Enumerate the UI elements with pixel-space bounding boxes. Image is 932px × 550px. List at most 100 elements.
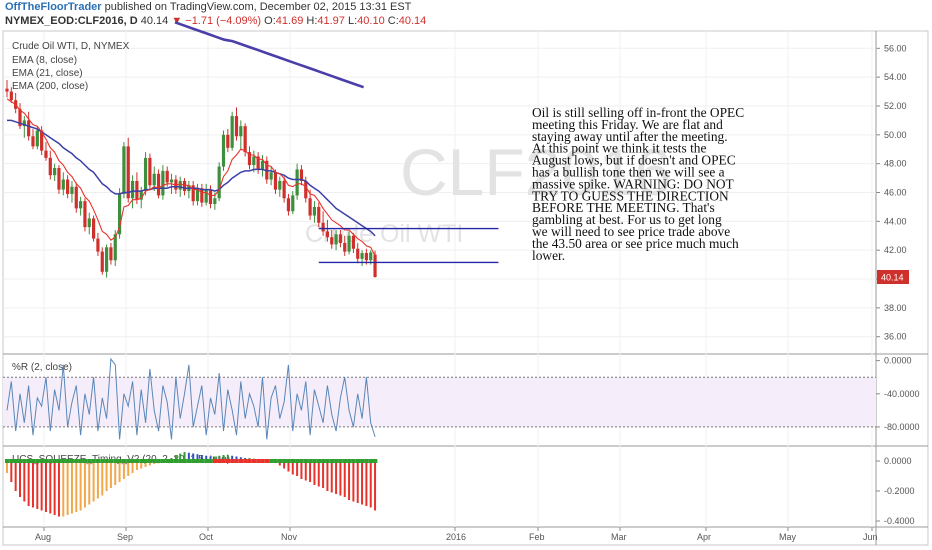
squeeze-dot [121, 459, 127, 463]
squeeze-dot [342, 459, 348, 463]
candle-body [18, 108, 22, 127]
candle-body [109, 247, 113, 261]
candle-body [213, 198, 217, 205]
candle [14, 93, 18, 114]
candle [156, 169, 161, 199]
squeeze-tick-label: 0.0000 [884, 456, 912, 466]
note-line: lower. [532, 248, 565, 263]
candle-body [338, 234, 343, 243]
candle-body [66, 179, 70, 194]
candle [100, 247, 104, 275]
squeeze-dot [39, 459, 44, 463]
low-value: 40.10 [357, 15, 385, 27]
candle-body [243, 126, 247, 153]
note-line: has a bullish tone then we will see a [532, 165, 725, 180]
candle-body [31, 136, 35, 147]
time-axis[interactable]: Aug Sep Oct Nov 2016 Feb Mar Apr May Jun [35, 527, 878, 542]
squeeze-dot [48, 459, 53, 463]
candle-body [191, 185, 195, 202]
wr-line [6, 357, 376, 440]
squeeze-dot [74, 459, 79, 463]
candle [208, 185, 213, 209]
candle [234, 107, 239, 141]
price-axis[interactable]: 56.00 54.00 52.00 50.00 48.00 46.00 44.00 42.00… [876, 43, 909, 342]
wr-tick-label: -40.0000 [884, 389, 920, 399]
note-line: TRY TO GUESS THE DIRECTION [532, 188, 729, 203]
note-line: we will need to see price trade above [532, 224, 730, 239]
candle-body [57, 167, 61, 190]
candle [182, 178, 187, 196]
squeeze-pane: 0.0000 -0.2000 -0.4000 [5, 452, 915, 526]
time-tick-label: Mar [611, 532, 627, 542]
squeeze-dot [269, 459, 274, 463]
wr-pane: 0.0000 -40.0000 -80.0000 [3, 356, 920, 440]
candle-body [230, 116, 234, 148]
candle-body [87, 218, 91, 228]
main-pane-title: Crude Oil WTI, D, NYMEX [12, 41, 130, 52]
squeeze-dot [360, 459, 365, 463]
candle [79, 196, 83, 216]
candle-body [234, 116, 239, 137]
candle-body [304, 180, 308, 199]
legend-ema21: EMA (21, close) [12, 68, 83, 79]
candle-body [148, 157, 152, 186]
candle [122, 142, 126, 199]
last-price: 40.14 [140, 15, 169, 27]
candle-body [135, 180, 139, 200]
squeeze-dot [5, 459, 10, 463]
squeeze-dot [186, 459, 192, 463]
candle-body [217, 166, 221, 199]
squeeze-dot [256, 459, 261, 463]
candle [57, 165, 61, 194]
note-line: massive spike. WARNING: DO NOT [532, 176, 734, 191]
legend-ema8: EMA (8, close) [12, 55, 77, 66]
candle-body [9, 91, 13, 101]
candle-body [156, 173, 161, 196]
note-line: BEFORE THE MEETING. That's [532, 200, 715, 215]
low-label: L: [347, 15, 358, 27]
time-tick-label: 2016 [446, 532, 466, 542]
candle [92, 215, 96, 242]
candle [109, 242, 113, 265]
squeeze-dot [303, 459, 309, 463]
candle-body [79, 201, 83, 209]
publisher-link[interactable]: OffTheFloorTrader [5, 1, 102, 13]
candle [191, 180, 195, 206]
squeeze-dot [251, 459, 257, 463]
candle-body [143, 157, 148, 192]
horizontal-levels[interactable] [318, 227, 499, 264]
legend-ema200: EMA (200, close) [12, 81, 88, 92]
candle [356, 242, 360, 264]
candle [143, 152, 148, 196]
squeeze-dot [204, 459, 209, 463]
time-tick-label: Nov [281, 532, 298, 542]
candle-body [92, 218, 96, 239]
squeeze-dot [364, 459, 369, 463]
candle [83, 198, 87, 232]
candle [200, 183, 204, 207]
candle-body [369, 252, 373, 261]
candle [282, 176, 286, 203]
squeeze-dot [182, 459, 187, 463]
candle-body [256, 156, 260, 170]
candle [338, 229, 343, 248]
time-tick-label: May [779, 532, 797, 542]
candle-body [239, 126, 243, 137]
squeeze-dot [43, 459, 49, 463]
candle-body [291, 195, 295, 212]
squeeze-dot [160, 459, 166, 463]
squeeze-dot [329, 459, 335, 463]
candle-body [325, 231, 330, 238]
candle-body [195, 188, 200, 202]
squeeze-dot [26, 459, 31, 463]
candle [321, 211, 325, 236]
candle-body [226, 134, 230, 148]
squeeze-dot [173, 459, 179, 463]
squeeze-dot [208, 459, 213, 463]
candle [48, 150, 52, 180]
candle-body [273, 172, 278, 190]
candle [187, 180, 191, 199]
squeeze-dot [69, 459, 75, 463]
candle-body [317, 206, 321, 223]
